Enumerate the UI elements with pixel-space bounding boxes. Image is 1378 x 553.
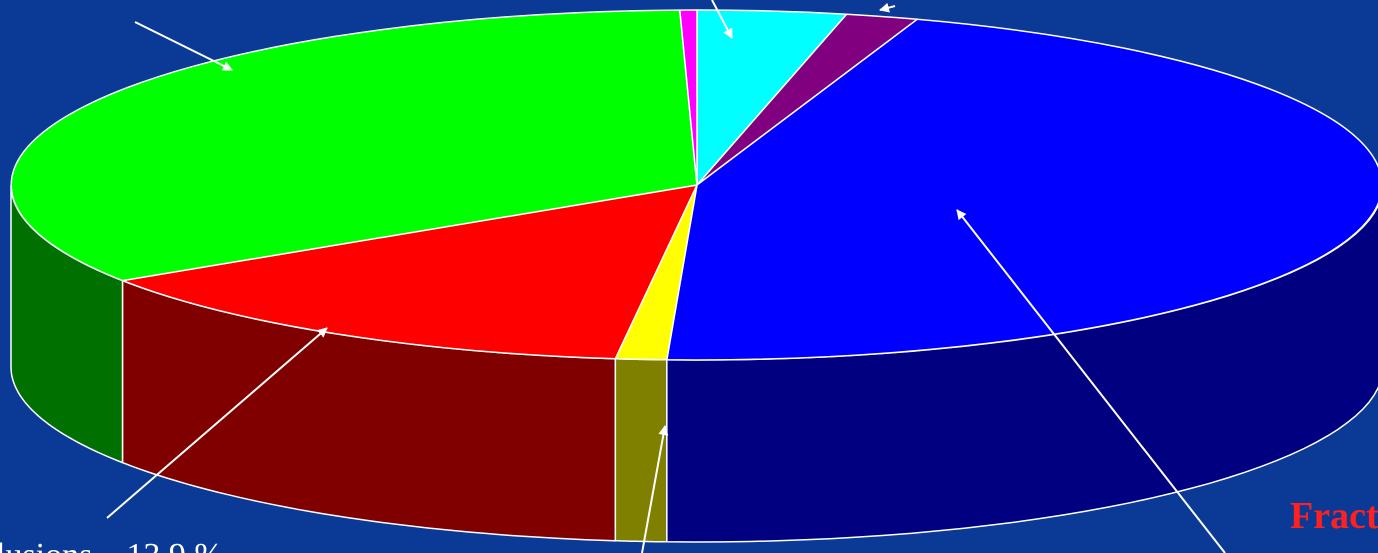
arrows xyxy=(106,0,1226,553)
slice xyxy=(679,9,698,186)
slice xyxy=(10,9,698,282)
arrow xyxy=(879,2,896,13)
arrow xyxy=(641,425,669,553)
annotation: lusions – 13.9 % xyxy=(0,537,223,553)
slice xyxy=(121,184,698,360)
pie xyxy=(10,9,1378,543)
annotation: Fract xyxy=(1290,495,1378,537)
arrow xyxy=(106,327,328,519)
arrow xyxy=(134,21,233,71)
slice xyxy=(666,18,1378,361)
arrow xyxy=(956,209,1226,553)
arrow xyxy=(711,0,733,39)
slice-side xyxy=(614,358,668,543)
